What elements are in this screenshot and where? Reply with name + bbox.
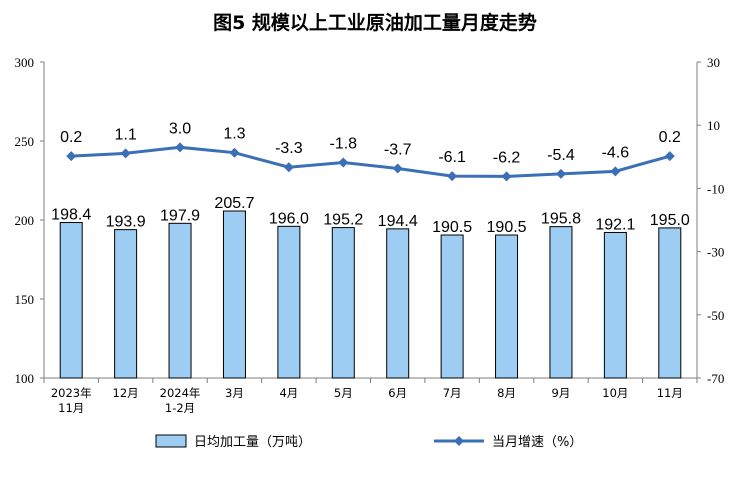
bar-value-label: 195.2 bbox=[323, 212, 363, 229]
legend-bar-label: 日均加工量（万吨） bbox=[194, 435, 311, 450]
line-point-marker bbox=[66, 151, 77, 162]
left-tick-label: 300 bbox=[15, 55, 35, 70]
bar-value-label: 194.4 bbox=[378, 213, 418, 230]
bar bbox=[386, 228, 410, 379]
x-tick-label: 3月 bbox=[225, 386, 244, 400]
x-tick-label-line: 11月 bbox=[657, 386, 683, 400]
bar bbox=[168, 222, 192, 379]
bar-value-label: 205.7 bbox=[214, 195, 254, 212]
bar bbox=[603, 231, 627, 379]
line-value-label: -5.4 bbox=[547, 147, 575, 164]
left-tick-label: 250 bbox=[15, 134, 35, 149]
line-value-label: -3.3 bbox=[275, 140, 303, 157]
line-value-label: -6.2 bbox=[493, 149, 521, 166]
x-tick-label-line: 2024年 bbox=[160, 386, 201, 400]
bar bbox=[222, 210, 246, 379]
bar bbox=[114, 229, 138, 379]
chart-title: 图5 规模以上工业原油加工量月度走势 bbox=[213, 12, 537, 34]
line-point-marker bbox=[229, 147, 240, 158]
x-tick-label-line: 10月 bbox=[602, 386, 628, 400]
x-tick-label: 9月 bbox=[552, 386, 571, 400]
bar-value-label: 198.4 bbox=[51, 207, 91, 224]
line-value-label: -1.8 bbox=[330, 135, 358, 152]
line-point-marker bbox=[447, 171, 458, 182]
line-value-label: 0.2 bbox=[659, 129, 681, 146]
growth-line bbox=[71, 145, 671, 178]
bar-value-label: 193.9 bbox=[106, 214, 146, 231]
legend: 日均加工量（万吨） 当月增速（%） bbox=[155, 434, 582, 450]
line-series bbox=[66, 142, 675, 182]
line-point-marker bbox=[175, 142, 186, 153]
x-tick-label-line: 6月 bbox=[388, 386, 407, 400]
right-tick-label: -10 bbox=[707, 181, 724, 196]
bar bbox=[277, 225, 301, 379]
line-point-marker bbox=[555, 168, 566, 179]
line-value-label: 1.1 bbox=[115, 126, 137, 143]
x-tick-label-line: 11月 bbox=[58, 401, 84, 415]
x-tick-label: 2024年 1-2月 bbox=[160, 386, 201, 415]
bar-value-label: 197.9 bbox=[160, 207, 200, 224]
x-tick-label-line: 3月 bbox=[225, 386, 244, 400]
line-value-label: 1.3 bbox=[223, 126, 245, 143]
x-tick-label: 12月 bbox=[113, 386, 139, 400]
x-tick-label: 4月 bbox=[279, 386, 298, 400]
x-tick-label-line: 8月 bbox=[497, 386, 516, 400]
bar-value-label: 196.0 bbox=[269, 210, 309, 227]
x-tick-label: 11月 bbox=[657, 386, 683, 400]
left-tick-label: 100 bbox=[15, 371, 35, 386]
x-tick-label-line: 1-2月 bbox=[165, 401, 195, 415]
x-tick-label: 7月 bbox=[443, 386, 462, 400]
right-tick-label: 30 bbox=[707, 55, 720, 70]
line-value-label: 0.2 bbox=[60, 129, 82, 146]
x-tick-label-line: 9月 bbox=[552, 386, 571, 400]
x-tick-label-line: 2023年 bbox=[51, 386, 92, 400]
bar-series bbox=[59, 210, 682, 379]
line-value-label: 3.0 bbox=[169, 120, 191, 137]
right-tick-label: 10 bbox=[707, 118, 720, 133]
right-tick-label: -30 bbox=[707, 245, 724, 260]
x-tick-label: 5月 bbox=[334, 386, 353, 400]
line-point-marker bbox=[501, 171, 512, 182]
line-value-label: -3.7 bbox=[384, 141, 412, 158]
bar-value-label: 195.0 bbox=[650, 212, 690, 229]
bar-value-label: 190.5 bbox=[432, 219, 472, 236]
x-tick-label-line: 7月 bbox=[443, 386, 462, 400]
line-point-marker bbox=[610, 166, 621, 177]
left-tick-label: 150 bbox=[15, 292, 35, 307]
line-point-marker bbox=[283, 162, 294, 173]
bar bbox=[440, 234, 464, 379]
line-point-marker bbox=[120, 148, 131, 159]
line-point-marker bbox=[338, 157, 349, 168]
bar-value-label: 195.8 bbox=[541, 211, 581, 228]
right-tick-label: -70 bbox=[707, 371, 724, 386]
x-tick-label: 10月 bbox=[602, 386, 628, 400]
line-value-label: -4.6 bbox=[602, 144, 630, 161]
x-tick-label-line: 12月 bbox=[113, 386, 139, 400]
bar-value-label: 192.1 bbox=[595, 216, 635, 233]
right-tick-label: -50 bbox=[707, 308, 724, 323]
bar-value-label: 190.5 bbox=[487, 219, 527, 236]
legend-line-marker bbox=[454, 436, 464, 446]
data-labels: 198.4 193.9 197.9 205.7 196.0 195.2 194.4 190.5… bbox=[51, 120, 690, 236]
legend-bar-swatch bbox=[155, 434, 187, 448]
x-tick-label: 6月 bbox=[388, 386, 407, 400]
line-point-marker bbox=[392, 163, 403, 174]
line-point-marker bbox=[664, 151, 675, 162]
legend-line-label: 当月增速（%） bbox=[492, 435, 582, 450]
x-tick-label-line: 5月 bbox=[334, 386, 353, 400]
left-tick-label: 200 bbox=[15, 213, 35, 228]
bar bbox=[549, 226, 573, 379]
x-tick-label: 8月 bbox=[497, 386, 516, 400]
x-tick-label-line: 4月 bbox=[279, 386, 298, 400]
bar bbox=[59, 222, 83, 379]
bar bbox=[658, 227, 682, 379]
line-value-label: -6.1 bbox=[438, 149, 466, 166]
bar bbox=[331, 227, 355, 379]
x-tick-label: 2023年 11月 bbox=[51, 386, 92, 415]
bar bbox=[495, 234, 519, 379]
